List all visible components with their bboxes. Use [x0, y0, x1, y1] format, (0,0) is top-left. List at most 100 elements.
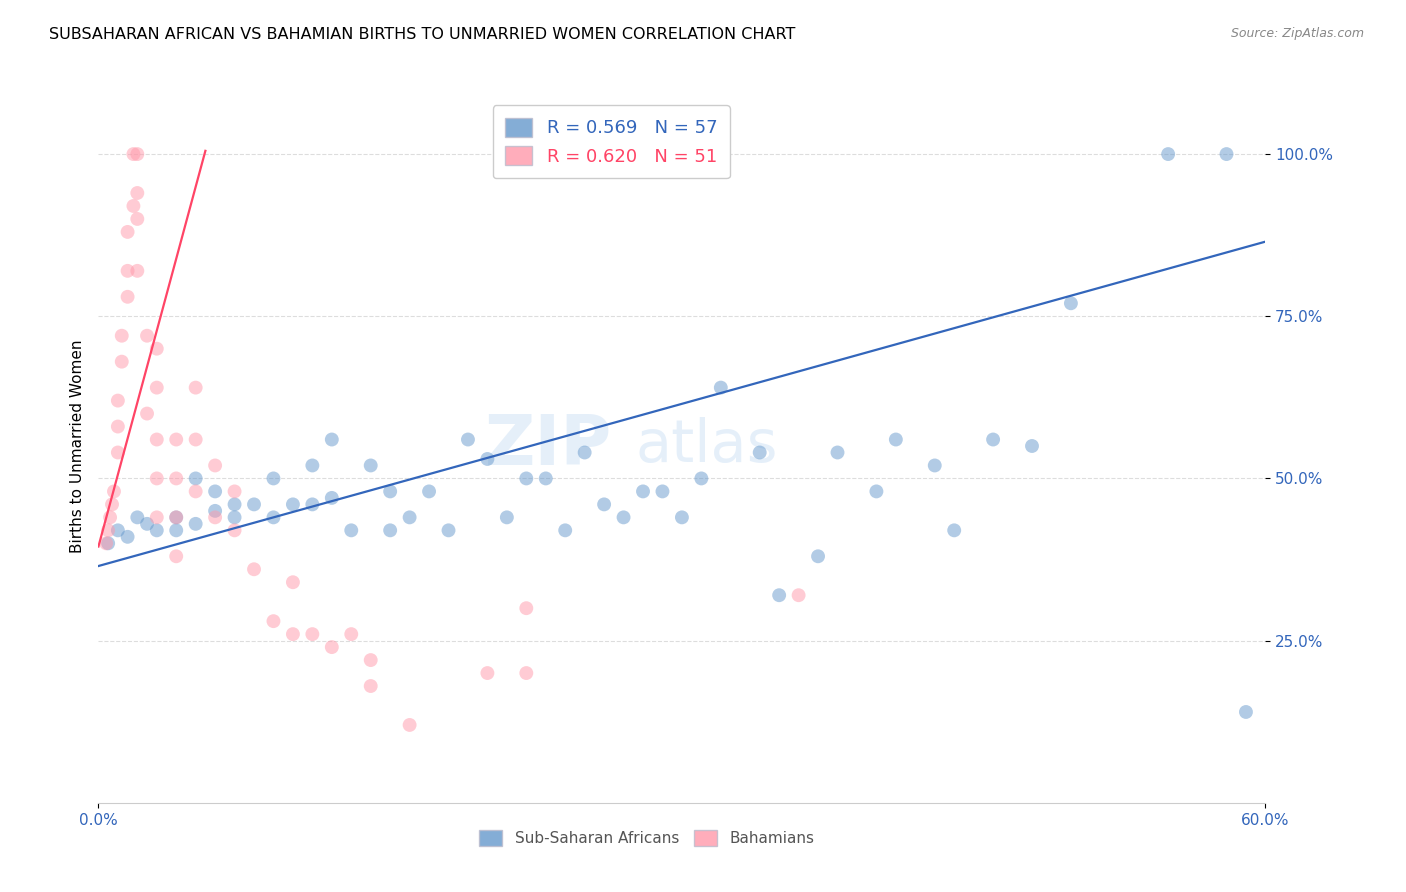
- Point: [554, 524, 576, 538]
- Point: [768, 588, 790, 602]
- Point: [360, 653, 382, 667]
- Point: [457, 433, 479, 447]
- Point: [117, 264, 139, 278]
- Point: [165, 510, 187, 524]
- Point: [243, 562, 266, 576]
- Point: [136, 516, 159, 531]
- Point: [360, 679, 382, 693]
- Point: [184, 484, 207, 499]
- Point: [146, 471, 169, 485]
- Point: [827, 445, 849, 459]
- Point: [613, 510, 636, 524]
- Y-axis label: Births to Unmarried Women: Births to Unmarried Women: [69, 339, 84, 553]
- Point: [651, 484, 673, 499]
- Point: [204, 484, 226, 499]
- Point: [281, 575, 304, 590]
- Point: [262, 510, 284, 524]
- Point: [710, 381, 733, 395]
- Point: [631, 484, 654, 499]
- Point: [127, 510, 149, 524]
- Point: [301, 458, 323, 473]
- Point: [111, 354, 134, 368]
- Point: [127, 147, 149, 161]
- Point: [204, 504, 226, 518]
- Point: [127, 211, 149, 226]
- Point: [1234, 705, 1257, 719]
- Point: [437, 524, 460, 538]
- Point: [136, 328, 159, 343]
- Point: [281, 627, 304, 641]
- Point: [122, 147, 145, 161]
- Point: [107, 393, 129, 408]
- Point: [477, 452, 499, 467]
- Point: [98, 510, 121, 524]
- Point: [281, 497, 304, 511]
- Point: [184, 381, 207, 395]
- Point: [184, 471, 207, 485]
- Point: [165, 549, 187, 564]
- Point: [380, 524, 402, 538]
- Point: [321, 640, 343, 654]
- Point: [127, 186, 149, 200]
- Text: ZIP: ZIP: [485, 412, 612, 480]
- Point: [224, 510, 246, 524]
- Point: [748, 445, 770, 459]
- Point: [398, 718, 420, 732]
- Point: [107, 419, 129, 434]
- Text: SUBSAHARAN AFRICAN VS BAHAMIAN BIRTHS TO UNMARRIED WOMEN CORRELATION CHART: SUBSAHARAN AFRICAN VS BAHAMIAN BIRTHS TO…: [49, 27, 796, 42]
- Point: [515, 601, 537, 615]
- Point: [184, 516, 207, 531]
- Point: [107, 445, 129, 459]
- Point: [224, 497, 246, 511]
- Point: [1157, 147, 1180, 161]
- Point: [204, 458, 226, 473]
- Point: [515, 666, 537, 681]
- Point: [398, 510, 420, 524]
- Point: [146, 381, 169, 395]
- Point: [204, 510, 226, 524]
- Point: [97, 536, 120, 550]
- Point: [1060, 296, 1083, 310]
- Point: [380, 484, 402, 499]
- Point: [165, 510, 187, 524]
- Point: [301, 497, 323, 511]
- Point: [96, 536, 118, 550]
- Point: [981, 433, 1004, 447]
- Point: [301, 627, 323, 641]
- Point: [340, 524, 363, 538]
- Point: [224, 484, 246, 499]
- Point: [103, 484, 125, 499]
- Point: [924, 458, 946, 473]
- Point: [165, 471, 187, 485]
- Point: [184, 433, 207, 447]
- Point: [943, 524, 966, 538]
- Point: [136, 407, 159, 421]
- Point: [574, 445, 596, 459]
- Point: [321, 433, 343, 447]
- Point: [117, 530, 139, 544]
- Point: [165, 524, 187, 538]
- Point: [97, 524, 120, 538]
- Point: [224, 524, 246, 538]
- Point: [534, 471, 557, 485]
- Point: [690, 471, 713, 485]
- Point: [146, 524, 169, 538]
- Point: [477, 666, 499, 681]
- Point: [146, 433, 169, 447]
- Point: [884, 433, 907, 447]
- Point: [1215, 147, 1237, 161]
- Point: [360, 458, 382, 473]
- Point: [146, 510, 169, 524]
- Point: [127, 264, 149, 278]
- Legend: Sub-Saharan Africans, Bahamians: Sub-Saharan Africans, Bahamians: [474, 824, 821, 852]
- Point: [321, 491, 343, 505]
- Point: [1021, 439, 1043, 453]
- Point: [418, 484, 440, 499]
- Point: [117, 225, 139, 239]
- Point: [117, 290, 139, 304]
- Text: Source: ZipAtlas.com: Source: ZipAtlas.com: [1230, 27, 1364, 40]
- Point: [496, 510, 519, 524]
- Point: [515, 471, 537, 485]
- Point: [787, 588, 810, 602]
- Point: [340, 627, 363, 641]
